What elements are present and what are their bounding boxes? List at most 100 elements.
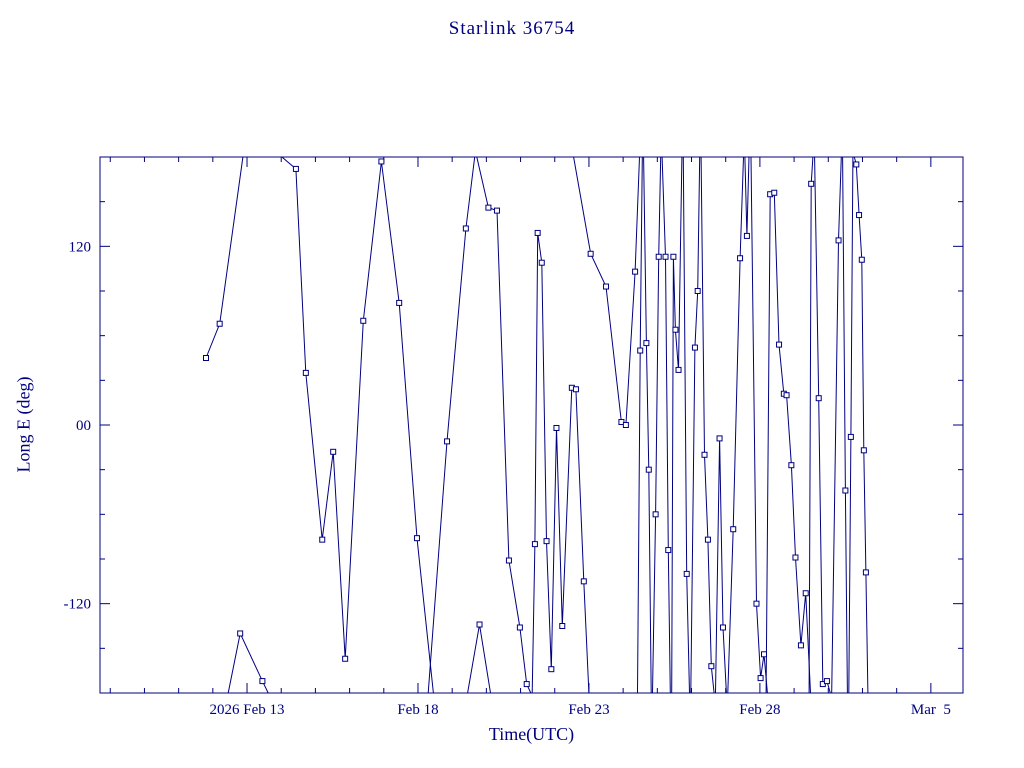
series-segment [661,157,671,693]
x-tick-label: Feb 28 [739,702,780,718]
series-segment [531,232,590,693]
data-point-marker [815,395,822,402]
data-point-marker [655,253,662,260]
data-point-marker [708,663,715,670]
data-point-marker [534,229,541,236]
data-point-marker [675,366,682,373]
series-segment [744,157,750,236]
data-point-marker [637,347,644,354]
x-tick-label: Feb 18 [397,702,438,718]
data-point-marker [587,250,594,257]
data-point-marker [792,554,799,561]
data-point-marker [202,355,209,361]
data-point-marker [259,678,266,685]
series-segment [643,157,652,693]
x-axis-label: Time(UTC) [488,724,575,744]
series-segment [750,157,768,693]
data-point-marker [485,204,492,211]
data-point-marker [737,255,744,262]
data-point-marker [835,237,842,244]
series-segment [690,157,701,693]
data-point-marker [761,651,768,658]
data-point-marker [783,392,790,399]
data-point-marker [237,630,244,637]
data-point-marker [665,547,672,554]
data-point-marker [823,678,830,685]
axis-ticks [100,157,963,693]
data-point-marker [572,386,579,393]
series-segment [281,157,434,693]
data-point-marker [543,538,550,545]
data-point-marker [856,212,863,219]
series-segment [427,157,476,693]
data-point-marker [719,624,726,631]
series-segment [765,191,811,693]
plot-box [99,156,964,694]
data-point-marker [603,283,610,290]
data-point-marker [701,451,708,458]
series-segment [853,157,869,693]
data-point-marker [319,536,326,543]
series-segment [848,157,854,693]
series-segment [637,157,643,693]
data-point-marker [797,642,804,649]
chart-title: Starlink 36754 [448,18,576,39]
series-segment [715,438,727,693]
series-segment [700,157,715,693]
series-segment [727,157,744,693]
series-segment [842,157,848,693]
x-tick-label: 2026 Feb 13 [210,702,285,718]
data-point-marker [704,536,711,543]
data-point-marker [771,189,778,196]
data-point-marker [858,256,865,263]
data-point-marker [802,590,809,597]
data-point-marker [808,180,815,187]
data-series [202,157,869,693]
series-segment [467,624,491,693]
data-point-marker [645,466,652,473]
data-point-marker [776,341,783,348]
data-point-marker [672,326,679,333]
data-point-marker [842,487,849,494]
x-tick-label: Mar 5 [911,702,951,718]
data-point-marker [753,600,760,607]
data-point-marker [853,161,860,168]
series-segment [573,157,640,426]
y-tick-label: 00 [76,418,91,434]
data-point-marker [538,259,545,266]
data-point-marker [476,621,483,628]
series-segment [682,157,690,693]
data-point-marker [860,447,867,454]
data-point-marker [847,433,854,440]
series-segment [227,631,269,693]
data-point-marker [493,207,500,214]
data-point-marker [548,666,555,673]
data-point-marker [643,340,650,347]
data-point-marker [622,422,629,428]
y-tick-label: 120 [69,239,92,255]
data-point-marker [788,462,795,469]
data-point-marker [413,535,420,542]
data-point-marker [360,317,367,324]
data-point-marker [396,299,403,306]
data-point-marker [292,165,299,172]
data-point-marker [531,541,538,548]
series-segment [814,157,831,693]
data-point-marker [378,158,385,165]
series-segment [652,157,662,693]
data-point-marker [342,655,349,662]
data-point-marker [559,623,566,629]
data-point-marker [632,268,639,275]
data-point-marker [462,225,469,232]
data-point-marker [330,448,337,455]
data-point-marker [652,511,659,518]
data-point-marker [683,570,690,577]
y-tick-label: -120 [64,597,92,613]
series-segment [205,157,244,359]
data-point-marker [553,424,560,431]
data-point-marker [662,253,669,260]
data-point-marker [716,435,723,442]
data-point-marker [523,681,530,688]
